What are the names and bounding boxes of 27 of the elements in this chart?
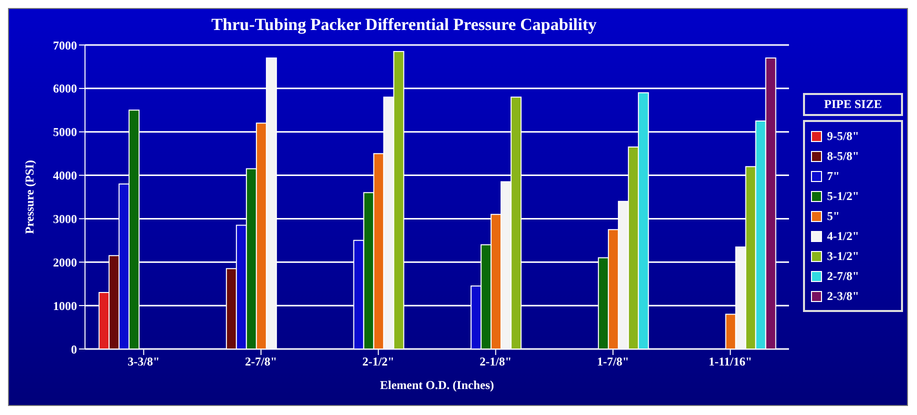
legend-label: 4-1/2": [827, 228, 859, 244]
y-tick-label: 0: [71, 342, 77, 356]
y-axis-title: Pressure (PSI): [22, 160, 36, 234]
legend-label: 3-1/2": [827, 248, 859, 264]
legend-label: 7": [827, 168, 840, 184]
legend-label: 8-5/8": [827, 148, 859, 164]
legend-label: 2-7/8": [827, 268, 859, 284]
x-tick-label: 2-1/8": [480, 354, 512, 369]
y-tick-label: 2000: [53, 255, 77, 270]
legend-label: 9-5/8": [827, 128, 859, 144]
chart-title: Thru-Tubing Packer Differential Pressure Capability: [210, 15, 598, 35]
x-tick-label: 2-7/8": [245, 354, 277, 369]
x-tick-label: 1-11/16": [708, 354, 752, 369]
y-tick-label: 3000: [53, 212, 77, 226]
legend-label: 5-1/2": [827, 188, 859, 204]
legend-title: PIPE SIZE: [803, 93, 903, 116]
x-axis-title: Element O.D. (Inches): [380, 378, 494, 392]
y-tick-label: 4000: [53, 168, 77, 183]
y-tick-label: 7000: [53, 38, 77, 52]
x-tick-label: 2-1/2": [362, 354, 394, 369]
x-tick-label: 3-3/8": [128, 354, 160, 369]
y-tick-label: 1000: [53, 298, 77, 313]
y-tick-label: 5000: [53, 125, 77, 140]
legend-label: 2-3/8": [827, 288, 859, 304]
y-tick-label: 6000: [53, 82, 77, 96]
x-tick-label: 1-7/8": [597, 354, 629, 369]
legend-label: 5": [827, 208, 840, 224]
